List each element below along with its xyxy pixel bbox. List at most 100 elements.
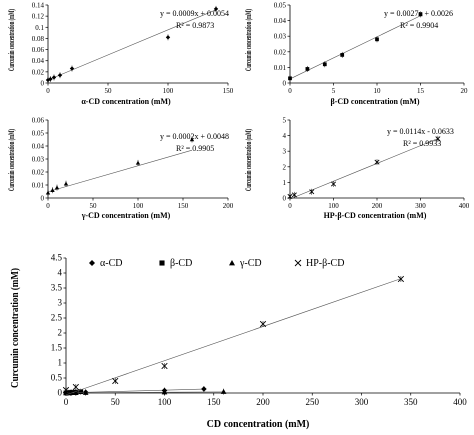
x-axis-label: CD concentration (mM) (207, 419, 310, 430)
x-tick-label: 400 (459, 202, 470, 210)
y-tick-label: 4 (58, 268, 63, 278)
trendline (65, 278, 401, 396)
y-tick-label: 5 (283, 117, 287, 125)
y-tick-label: 0.5 (51, 373, 63, 383)
y-tick-label: 0.03 (274, 33, 287, 41)
x-tick-label: 50 (111, 397, 121, 407)
trendline (65, 388, 204, 394)
trend-equation: y = 0.0114x - 0.0633 (387, 127, 454, 136)
r-squared: R² = 0.9904 (400, 21, 438, 30)
x-tick-label: 100 (328, 202, 339, 210)
y-tick-label: 0 (41, 195, 45, 203)
data-point (51, 75, 57, 80)
trendline (47, 149, 193, 193)
x-tick-label: 0 (288, 87, 292, 95)
legend-marker (159, 260, 165, 266)
legend-label: α-CD (100, 258, 122, 269)
y-axis-label: Curcumin concentration (mM) (7, 129, 16, 191)
data-point (50, 188, 55, 192)
x-tick-label: 300 (355, 397, 369, 407)
data-point (287, 193, 293, 199)
y-axis-label: Curcumin concentration (mM) (10, 268, 21, 388)
y-tick-label: 0.06 (32, 46, 45, 54)
trendline (65, 391, 224, 394)
y-tick-label: 0.02 (32, 68, 45, 76)
x-tick-label: 5 (332, 87, 336, 95)
y-tick-label: 3.5 (51, 283, 63, 293)
y-tick-label: 0.03 (32, 156, 45, 164)
chart-2: 0 5 10 15 20 0 0.01 0.02 0.03 0.04 0.05 β-CD concen… (244, 2, 468, 107)
y-tick-label: 2 (283, 163, 287, 171)
data-point (57, 73, 63, 78)
y-tick-label: 0.05 (274, 2, 287, 10)
data-point (220, 388, 227, 394)
data-point (82, 389, 89, 395)
x-tick-label: 100 (163, 87, 174, 95)
legend-label: γ-CD (239, 258, 262, 269)
legend-item: β-CD (159, 258, 192, 269)
data-point (45, 77, 51, 83)
y-tick-label: 0 (283, 80, 287, 88)
data-point (201, 386, 207, 392)
x-tick-label: 300 (415, 202, 426, 210)
x-tick-label: 150 (178, 202, 189, 210)
data-point (78, 389, 84, 395)
y-tick-label: 0 (41, 80, 45, 88)
y-tick-label: 0.02 (32, 169, 45, 177)
y-tick-label: 0 (58, 388, 63, 398)
data-point (397, 275, 405, 283)
data-point (48, 76, 53, 82)
r-squared: R² = 0.9933 (403, 139, 441, 148)
chart-4: 0 100 200 300 400 0 1 2 3 4 5 HP-β-CD concentration… (244, 117, 470, 221)
y-tick-label: 0.02 (274, 48, 287, 56)
y-tick-label: 0.05 (32, 130, 45, 138)
x-tick-label: 50 (105, 87, 113, 95)
data-point (435, 136, 441, 142)
data-point (189, 137, 195, 142)
data-point (161, 362, 168, 370)
y-tick-label: 1 (283, 179, 287, 187)
y-tick-label: 0.04 (32, 57, 45, 65)
legend-item: α-CD (89, 258, 122, 269)
y-axis-label: Curcumin concentration (mM) (244, 129, 253, 191)
legend-marker (229, 260, 235, 266)
trend-equation: y = 0.0002x + 0.0048 (160, 132, 229, 141)
y-axis-label: Curcumin concentration (mM) (7, 9, 16, 71)
data-point (72, 383, 79, 391)
x-tick-label: 350 (404, 397, 418, 407)
x-tick-label: 100 (133, 202, 144, 210)
x-axis-label: γ-CD concentration (mM) (81, 211, 171, 220)
data-point (259, 320, 267, 328)
legend-marker (294, 259, 302, 267)
legend-label: HP-β-CD (306, 258, 344, 269)
x-axis-label: α-CD concentration (mM) (81, 97, 171, 106)
x-axis-label: β-CD concentration (mM) (330, 97, 419, 106)
x-tick-label: 0 (64, 397, 69, 407)
x-tick-label: 20 (461, 87, 469, 95)
y-tick-label: 1.5 (51, 343, 63, 353)
data-point (45, 190, 51, 195)
x-tick-label: 200 (372, 202, 383, 210)
data-point (291, 192, 297, 198)
data-point (418, 12, 423, 17)
legend-item: γ-CD (229, 258, 262, 269)
x-tick-label: 0 (46, 87, 50, 95)
data-point (69, 66, 75, 71)
data-point (375, 37, 379, 42)
trend-equation: y = 0.0009x + 0.0054 (160, 9, 229, 18)
y-tick-label: 4 (283, 132, 287, 140)
x-tick-label: 0 (46, 202, 50, 210)
y-tick-label: 0.12 (32, 13, 45, 21)
y-tick-label: 2 (58, 328, 63, 338)
data-point (165, 35, 171, 40)
chart-5: 0 50 100 150 200 250 300 350 400 0 0.5 1 1.5 2 2.5 3 3.5… (10, 253, 467, 431)
legend-label: β-CD (170, 258, 192, 269)
trendline (289, 138, 439, 200)
legend-item: HP-β-CD (294, 258, 344, 269)
r-squared: R² = 0.9873 (176, 21, 214, 30)
data-point (305, 67, 310, 71)
data-point (73, 389, 79, 395)
x-tick-label: 150 (207, 397, 221, 407)
x-tick-label: 250 (306, 397, 320, 407)
